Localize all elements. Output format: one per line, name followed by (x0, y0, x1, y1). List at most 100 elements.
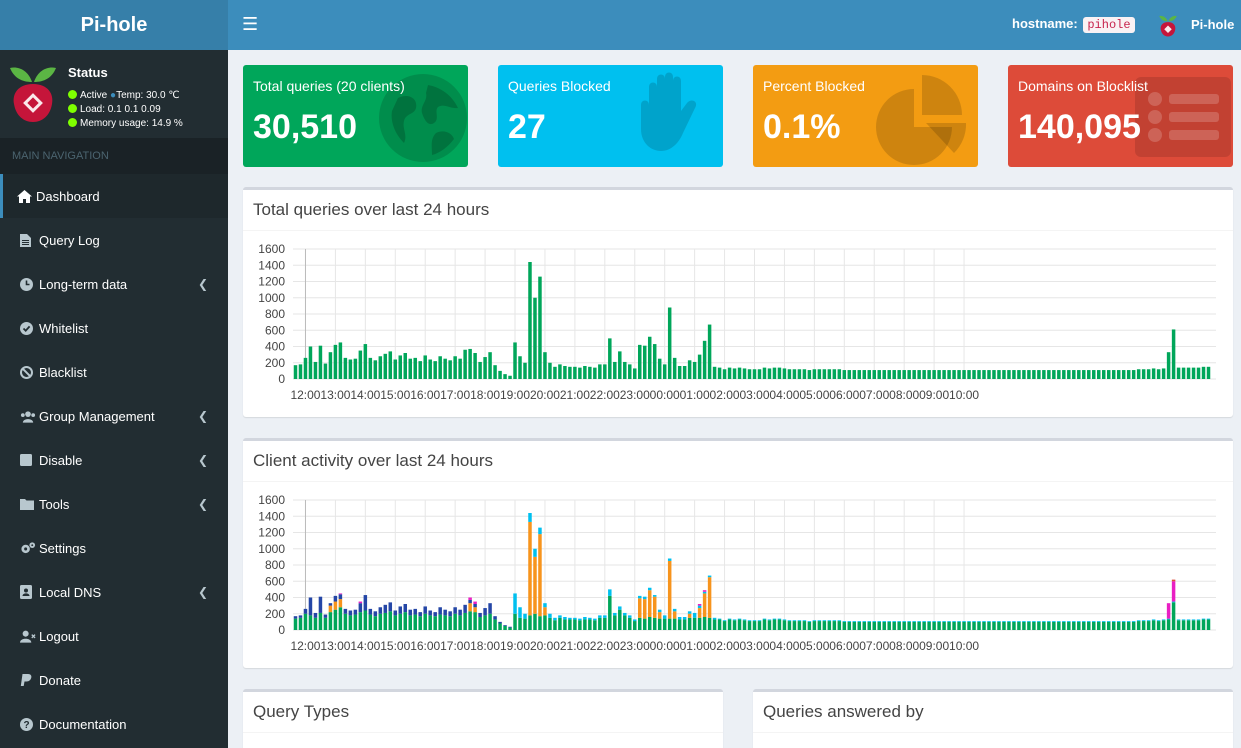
bar (1116, 370, 1121, 379)
sidebar-item-dashboard[interactable]: Dashboard (0, 174, 228, 218)
queries-blocked-box[interactable]: Queries Blocked 27 (498, 65, 723, 167)
user-menu[interactable]: Pi-hole (1191, 17, 1235, 32)
bar (368, 614, 373, 630)
x-tick-label: 02:00 (710, 639, 740, 653)
bar (1156, 369, 1161, 379)
bar (917, 621, 921, 622)
bar (578, 367, 582, 379)
x-tick-label: 22:00 (590, 388, 620, 402)
brand-logo[interactable]: Pi-hole (0, 0, 228, 50)
bar (722, 620, 727, 622)
sidebar-item-disable[interactable]: Disable ❮ (0, 438, 228, 482)
x-tick-label: 13:00 (320, 639, 350, 653)
svg-text:?: ? (23, 720, 29, 731)
bar (762, 618, 767, 620)
bar (802, 621, 807, 630)
sidebar-item-documentation[interactable]: ? Documentation (0, 702, 228, 746)
bar (1111, 621, 1116, 630)
bar (1012, 370, 1016, 379)
bar (672, 618, 677, 630)
bar (293, 616, 298, 619)
bar (862, 621, 867, 622)
bar (1121, 370, 1126, 379)
bar (1126, 370, 1131, 379)
bar (702, 591, 707, 594)
bar (493, 616, 497, 620)
sidebar-item-long-term-data[interactable]: Long-term data ❮ (0, 262, 228, 306)
bar (633, 368, 637, 379)
bar (792, 621, 797, 630)
sidebar-item-whitelist[interactable]: Whitelist (0, 306, 228, 350)
bar (662, 618, 667, 630)
bar (897, 621, 901, 622)
x-tick-label: 17:00 (440, 388, 470, 402)
bar (308, 615, 313, 630)
bar (972, 621, 976, 622)
bar (892, 621, 896, 622)
bar (1017, 370, 1021, 379)
bar (942, 621, 946, 622)
bar (403, 612, 408, 630)
bar (847, 621, 852, 622)
bar (438, 614, 442, 630)
bar (383, 353, 388, 379)
bar (657, 612, 662, 619)
bar (613, 612, 617, 616)
bar (1012, 621, 1016, 622)
bar (1186, 620, 1191, 630)
total-queries-box[interactable]: Total queries (20 clients) 30,510 (243, 65, 468, 167)
bar (568, 617, 572, 620)
y-tick-label: 1400 (258, 258, 285, 272)
sidebar-item-tools[interactable]: Tools ❮ (0, 482, 228, 526)
bar (827, 369, 832, 379)
x-tick-label: 04:00 (769, 388, 799, 402)
bar (533, 556, 537, 614)
bar (927, 621, 931, 622)
bar (443, 615, 447, 630)
bar (832, 620, 837, 622)
bar (398, 355, 403, 379)
sidebar-item-blacklist[interactable]: Blacklist (0, 350, 228, 394)
x-tick-label: 16:00 (410, 388, 440, 402)
bar (598, 617, 602, 630)
bar (962, 370, 966, 379)
bar (1166, 619, 1171, 630)
bar (523, 362, 527, 379)
bar (608, 338, 612, 379)
bar (338, 607, 343, 630)
sidebar-item-query-log[interactable]: Query Log (0, 218, 228, 262)
bar (1052, 370, 1056, 379)
sidebar-item-logout[interactable]: Logout (0, 614, 228, 658)
sidebar-item-label: Whitelist (39, 320, 89, 336)
x-tick-label: 01:00 (680, 639, 710, 653)
percent-blocked-box[interactable]: Percent Blocked 0.1% (753, 65, 978, 167)
x-tick-label: 09:00 (919, 639, 949, 653)
bar (727, 367, 732, 379)
x-tick-label: 21:00 (560, 388, 590, 402)
bar (842, 621, 847, 622)
bar (712, 619, 717, 630)
domains-on-blocklist-box[interactable]: Domains on Blocklist 140,095 (1008, 65, 1233, 167)
sidebar-item-local-dns[interactable]: Local DNS ❮ (0, 570, 228, 614)
bar (493, 619, 497, 630)
bar (887, 370, 891, 379)
bar (927, 621, 931, 630)
file-icon (20, 233, 36, 247)
bar (717, 619, 722, 630)
sidebar-item-donate[interactable]: Donate (0, 658, 228, 702)
sidebar-item-group-management[interactable]: Group Management ❮ (0, 394, 228, 438)
bar (922, 621, 926, 622)
bar (787, 620, 792, 622)
bar (1146, 369, 1151, 379)
bar (977, 621, 981, 630)
sidebar-toggle-icon[interactable]: ☰ (242, 14, 259, 34)
raspberry-pi-logo-icon[interactable] (1158, 13, 1178, 43)
bar (652, 344, 657, 379)
sidebar-item-label: Disable (39, 452, 83, 468)
stat-label: Total queries (20 clients) (253, 78, 405, 94)
sidebar-item-settings[interactable]: Settings (0, 526, 228, 570)
bar (433, 361, 437, 379)
bar (448, 611, 452, 617)
